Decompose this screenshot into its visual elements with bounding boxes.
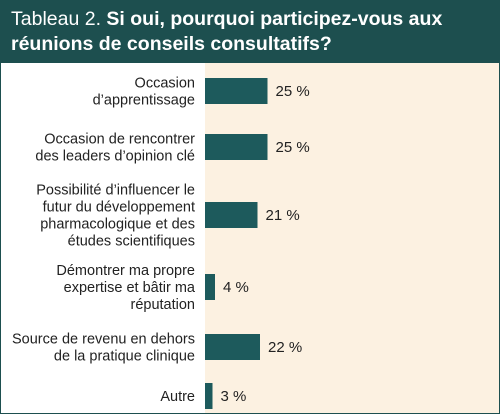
data-label-5: 22 % — [268, 339, 302, 356]
category-label-4-line-1: Démontrer ma propre — [56, 263, 195, 279]
data-label-6: 3 % — [221, 388, 247, 405]
category-label-1-line-1: Occasion — [135, 76, 195, 92]
category-label-3-line-4: études scientifiques — [68, 234, 195, 250]
bar-6 — [205, 383, 213, 409]
data-label-4: 4 % — [223, 279, 249, 296]
category-label-4-line-3: réputation — [131, 297, 196, 313]
category-label-3-line-2: futur du développement — [43, 200, 195, 216]
data-label-1: 25 % — [276, 83, 310, 100]
data-label-3: 21 % — [266, 207, 300, 224]
chart-title: Tableau 2. Si oui, pourquoi participez-v… — [11, 7, 491, 57]
bar-3 — [205, 202, 258, 228]
category-label-6-line-1: Autre — [160, 389, 195, 405]
category-label-5-line-1: Source de revenu en dehors — [12, 332, 195, 348]
category-label-5-line-2: de la pratique clinique — [54, 349, 195, 365]
data-label-2: 25 % — [276, 139, 310, 156]
category-label-1-line-2: d’apprentissage — [93, 93, 195, 109]
bar-5 — [205, 334, 260, 360]
chart-header: Tableau 2. Si oui, pourquoi participez-v… — [1, 1, 499, 63]
category-label-3-line-1: Possibilité d’influencer le — [36, 183, 195, 199]
bar-4 — [205, 274, 215, 300]
category-label-3-line-3: pharmacologique et des — [40, 217, 195, 233]
bar-1 — [205, 78, 268, 104]
category-label-4-line-2: expertise et bâtir ma — [64, 280, 196, 296]
bar-2 — [205, 134, 268, 160]
category-label-2-line-1: Occasion de rencontrer — [44, 132, 195, 148]
category-label-2-line-2: des leaders d’opinion clé — [35, 149, 195, 165]
chart-question: Si oui, pourquoi participez-vous aux réu… — [11, 8, 443, 55]
table-number: Tableau 2. — [11, 8, 101, 30]
